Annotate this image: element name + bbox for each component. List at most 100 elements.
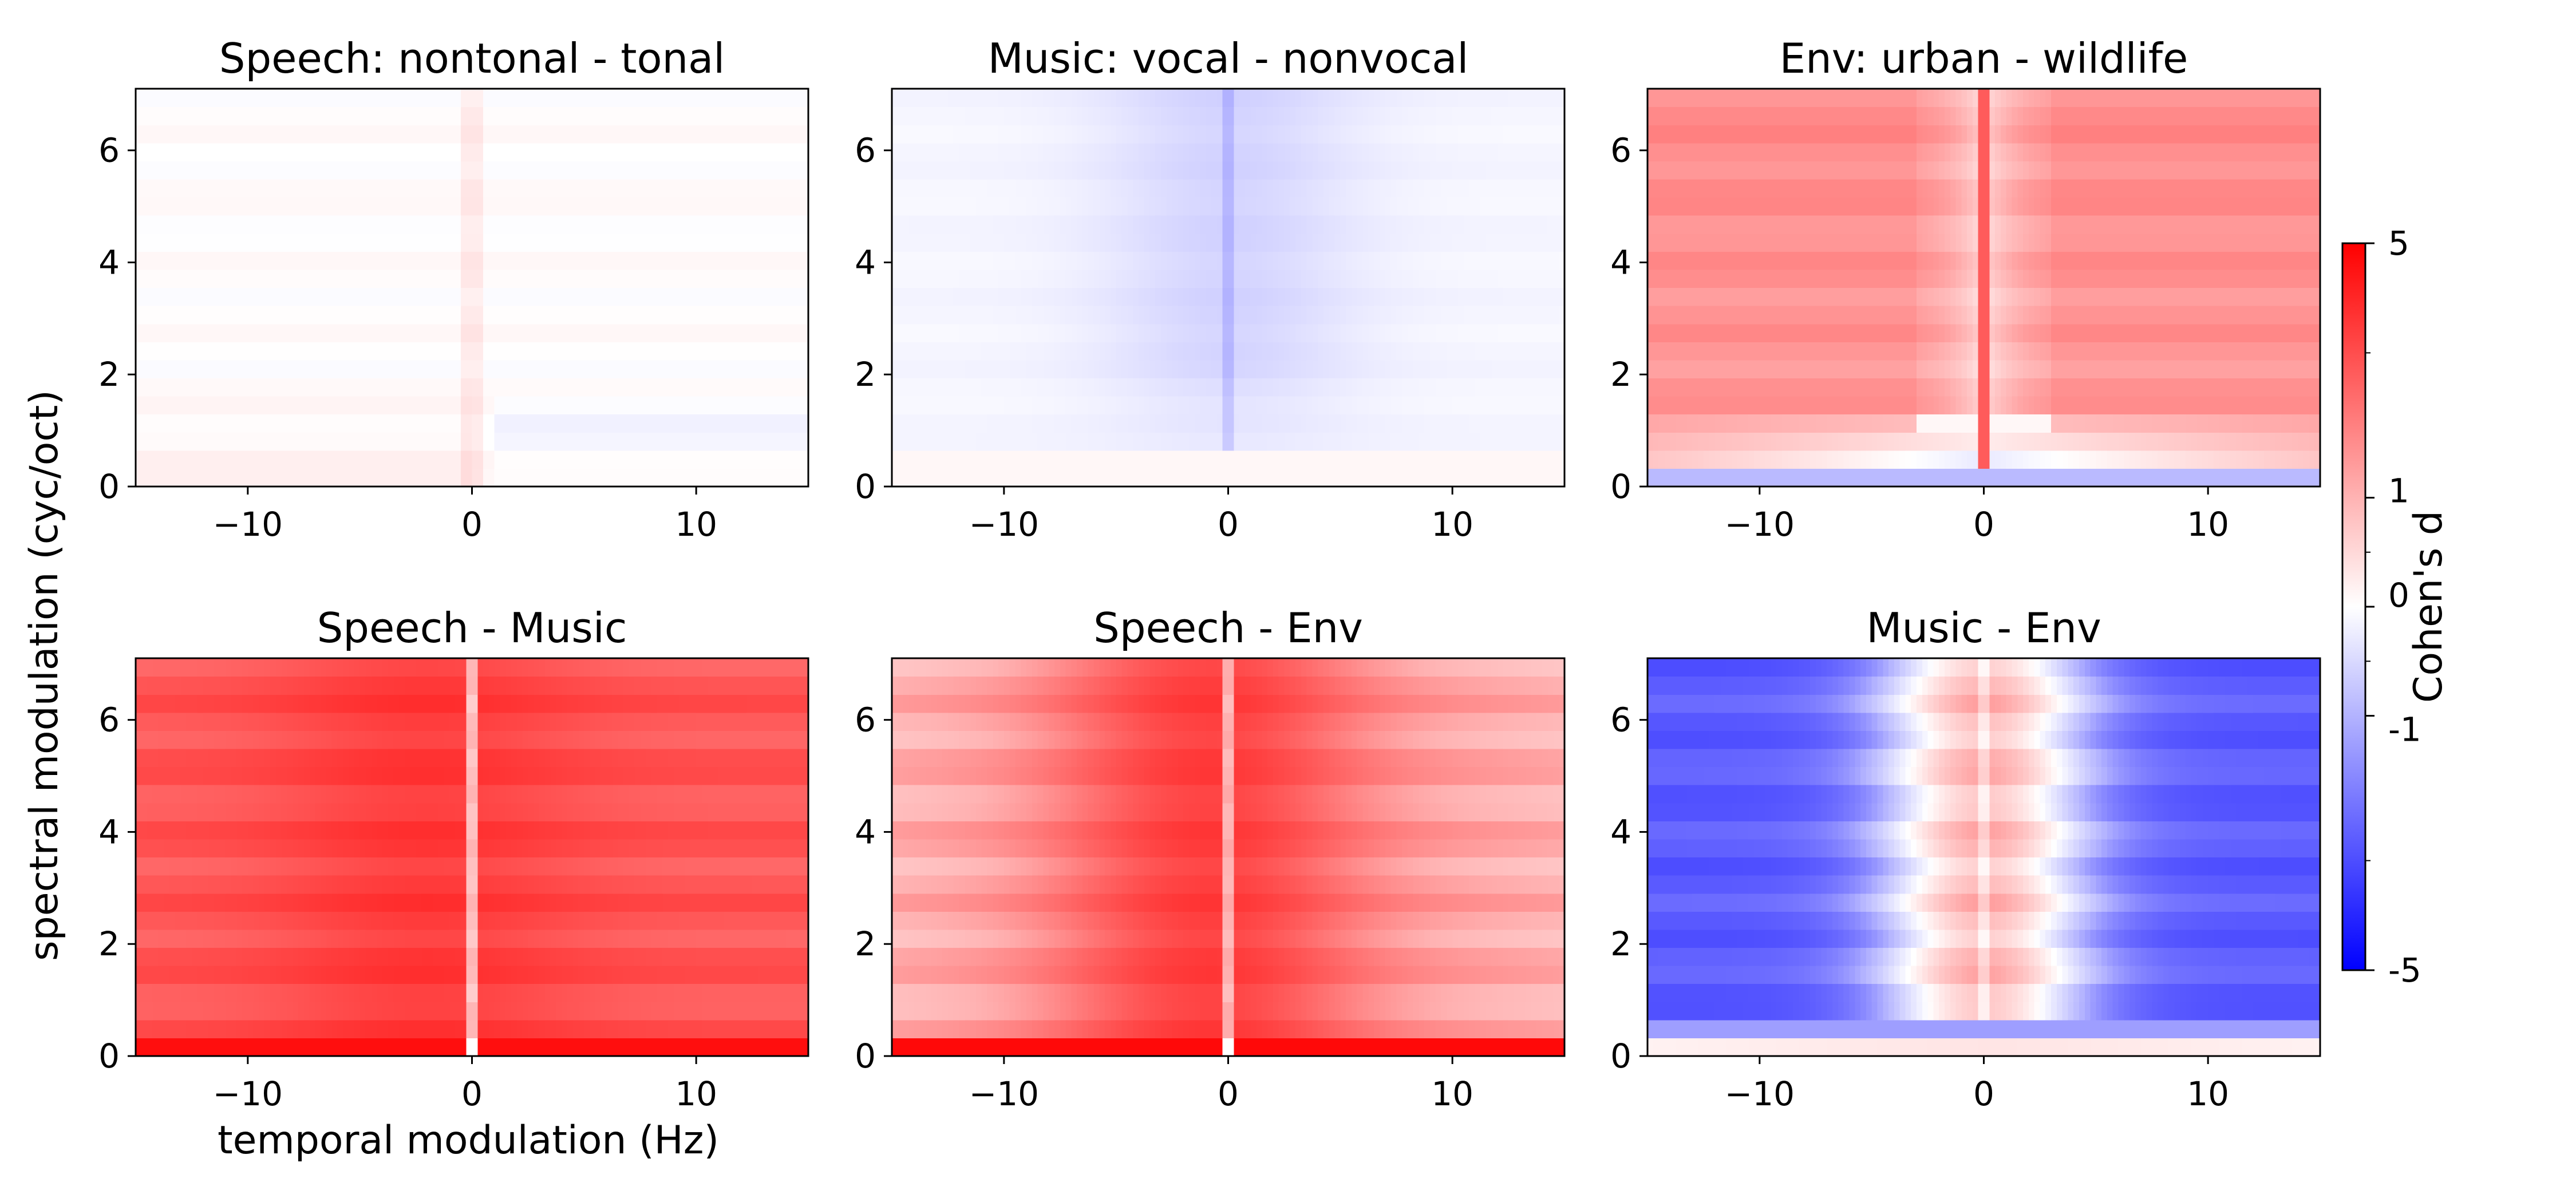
heatmap-cell: [718, 251, 725, 270]
heatmap-cell: [460, 161, 467, 180]
heatmap-cell: [1469, 143, 1475, 161]
heatmap-cell: [147, 359, 153, 379]
heatmap-cell: [1519, 450, 1526, 469]
heatmap-cell: [1301, 450, 1307, 469]
heatmap-cell: [505, 414, 512, 433]
heatmap-cell: [1183, 432, 1190, 451]
heatmap-cell: [1323, 287, 1330, 306]
heatmap-cell: [416, 432, 422, 451]
heatmap-cell: [264, 215, 271, 234]
heatmap-cell: [735, 342, 742, 361]
heatmap-cell: [359, 215, 366, 234]
heatmap-cell: [242, 251, 248, 270]
heatmap-cell: [914, 450, 920, 469]
heatmap-cell: [1026, 342, 1033, 361]
heatmap-cell: [236, 233, 243, 252]
heatmap-cell: [1351, 342, 1358, 361]
heatmap-cell: [191, 342, 198, 361]
heatmap-cell: [1216, 143, 1223, 161]
heatmap-cell: [1116, 378, 1123, 397]
heatmap-cell: [1396, 251, 1402, 270]
heatmap-cell: [623, 106, 630, 125]
heatmap-cell: [180, 432, 187, 451]
heatmap-cell: [544, 287, 551, 306]
heatmap-cell: [584, 342, 590, 361]
heatmap-cell: [947, 432, 954, 451]
heatmap-cell: [1379, 233, 1386, 252]
heatmap-cell: [1054, 125, 1061, 144]
heatmap-cell: [993, 359, 999, 379]
heatmap-cell: [259, 396, 265, 415]
heatmap-cell: [1088, 269, 1095, 288]
heatmap-cell: [584, 414, 590, 433]
heatmap-cell: [707, 233, 714, 252]
heatmap-cell: [253, 342, 260, 361]
heatmap-cell: [303, 143, 310, 161]
heatmap-cell: [438, 125, 445, 144]
heatmap-cell: [1133, 342, 1139, 361]
heatmap-cell: [1351, 396, 1358, 415]
heatmap-cell: [225, 287, 232, 306]
heatmap-cell: [674, 396, 680, 415]
heatmap-cell: [349, 432, 355, 451]
heatmap-cell: [1267, 432, 1274, 451]
heatmap-cell: [494, 161, 501, 180]
heatmap-cell: [309, 287, 315, 306]
heatmap-cell: [785, 323, 792, 342]
heatmap-cell: [1553, 306, 1559, 325]
heatmap-cell: [281, 89, 287, 108]
heatmap-cell: [981, 215, 988, 234]
heatmap-cell: [483, 342, 489, 361]
heatmap-cell: [1547, 468, 1554, 487]
heatmap-cell: [1407, 161, 1414, 180]
heatmap-cell: [584, 269, 590, 288]
heatmap-cell: [169, 125, 176, 144]
heatmap-cell: [281, 106, 287, 125]
heatmap-cell: [757, 342, 764, 361]
heatmap-cell: [797, 89, 803, 108]
heatmap-cell: [1374, 396, 1380, 415]
heatmap-cell: [590, 161, 596, 180]
heatmap-cell: [1452, 378, 1459, 397]
heatmap-cell: [231, 125, 237, 144]
heatmap-cell: [1032, 378, 1038, 397]
heatmap-cell: [544, 161, 551, 180]
heatmap-cell: [438, 106, 445, 125]
heatmap-cell: [1485, 414, 1492, 433]
heatmap-cell: [1334, 251, 1341, 270]
heatmap-cell: [685, 233, 691, 252]
heatmap-cell: [494, 125, 501, 144]
heatmap-cell: [1318, 450, 1324, 469]
heatmap-cell: [1368, 269, 1374, 288]
heatmap-cell: [1015, 215, 1021, 234]
heatmap-cell: [1469, 215, 1475, 234]
heatmap-cell: [668, 323, 674, 342]
heatmap-cell: [1497, 306, 1503, 325]
heatmap-cell: [942, 179, 949, 198]
heatmap-cell: [998, 215, 1005, 234]
heatmap-cell: [377, 197, 383, 216]
heatmap-cell: [421, 323, 428, 342]
heatmap-cell: [791, 251, 798, 270]
heatmap-cell: [1379, 450, 1386, 469]
heatmap-cell: [1178, 342, 1184, 361]
heatmap-cell: [1043, 468, 1049, 487]
heatmap-cell: [214, 287, 220, 306]
heatmap-cell: [1082, 414, 1089, 433]
heatmap-cell: [1021, 197, 1027, 216]
heatmap-cell: [1396, 143, 1402, 161]
heatmap-cell: [539, 161, 546, 180]
heatmap-cell: [1362, 269, 1369, 288]
heatmap-cell: [1099, 468, 1105, 487]
heatmap-cell: [572, 89, 579, 108]
heatmap-cell: [925, 342, 932, 361]
heatmap-cell: [550, 414, 556, 433]
heatmap-cell: [203, 197, 209, 216]
heatmap-cell: [595, 161, 602, 180]
heatmap-cell: [186, 378, 192, 397]
heatmap-cell: [1385, 396, 1392, 415]
heatmap-cell: [242, 378, 248, 397]
heatmap-cell: [1290, 468, 1296, 487]
heatmap-cell: [253, 269, 260, 288]
heatmap-cell: [970, 143, 977, 161]
